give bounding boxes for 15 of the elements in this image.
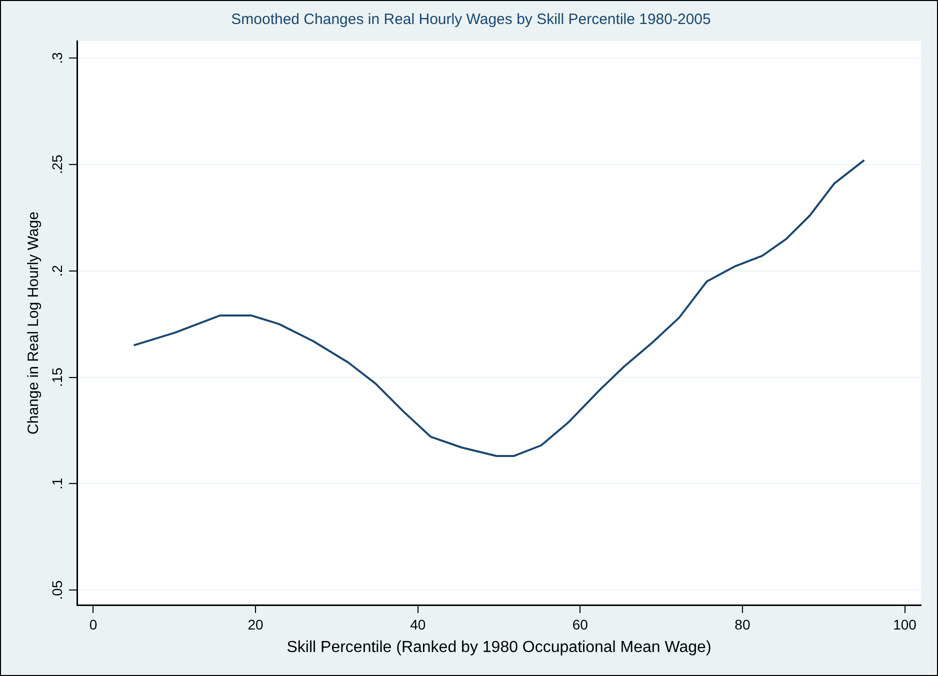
y-tick-label: .05 [48,580,65,600]
x-tick-label: 20 [248,616,264,632]
x-tick-label: 0 [89,616,98,632]
chart-title: Smoothed Changes in Real Hourly Wages by Skill Percentile 1980-2005 [231,11,711,28]
y-axis-title: Change in Real Log Hourly Wage [25,212,42,434]
y-tick-label: .15 [48,367,65,388]
y-tick-label: .3 [48,52,65,64]
y-tick-label: .2 [48,264,65,277]
y-tick-label: .25 [48,154,65,174]
x-tick-label: 40 [410,616,426,632]
x-tick-label: 80 [734,616,750,632]
x-tick-label: 60 [572,616,588,632]
x-axis-title: Skill Percentile (Ranked by 1980 Occupational Mean Wage) [286,638,712,656]
x-tick-label: 100 [893,616,917,632]
y-tick-label: .1 [48,478,65,490]
